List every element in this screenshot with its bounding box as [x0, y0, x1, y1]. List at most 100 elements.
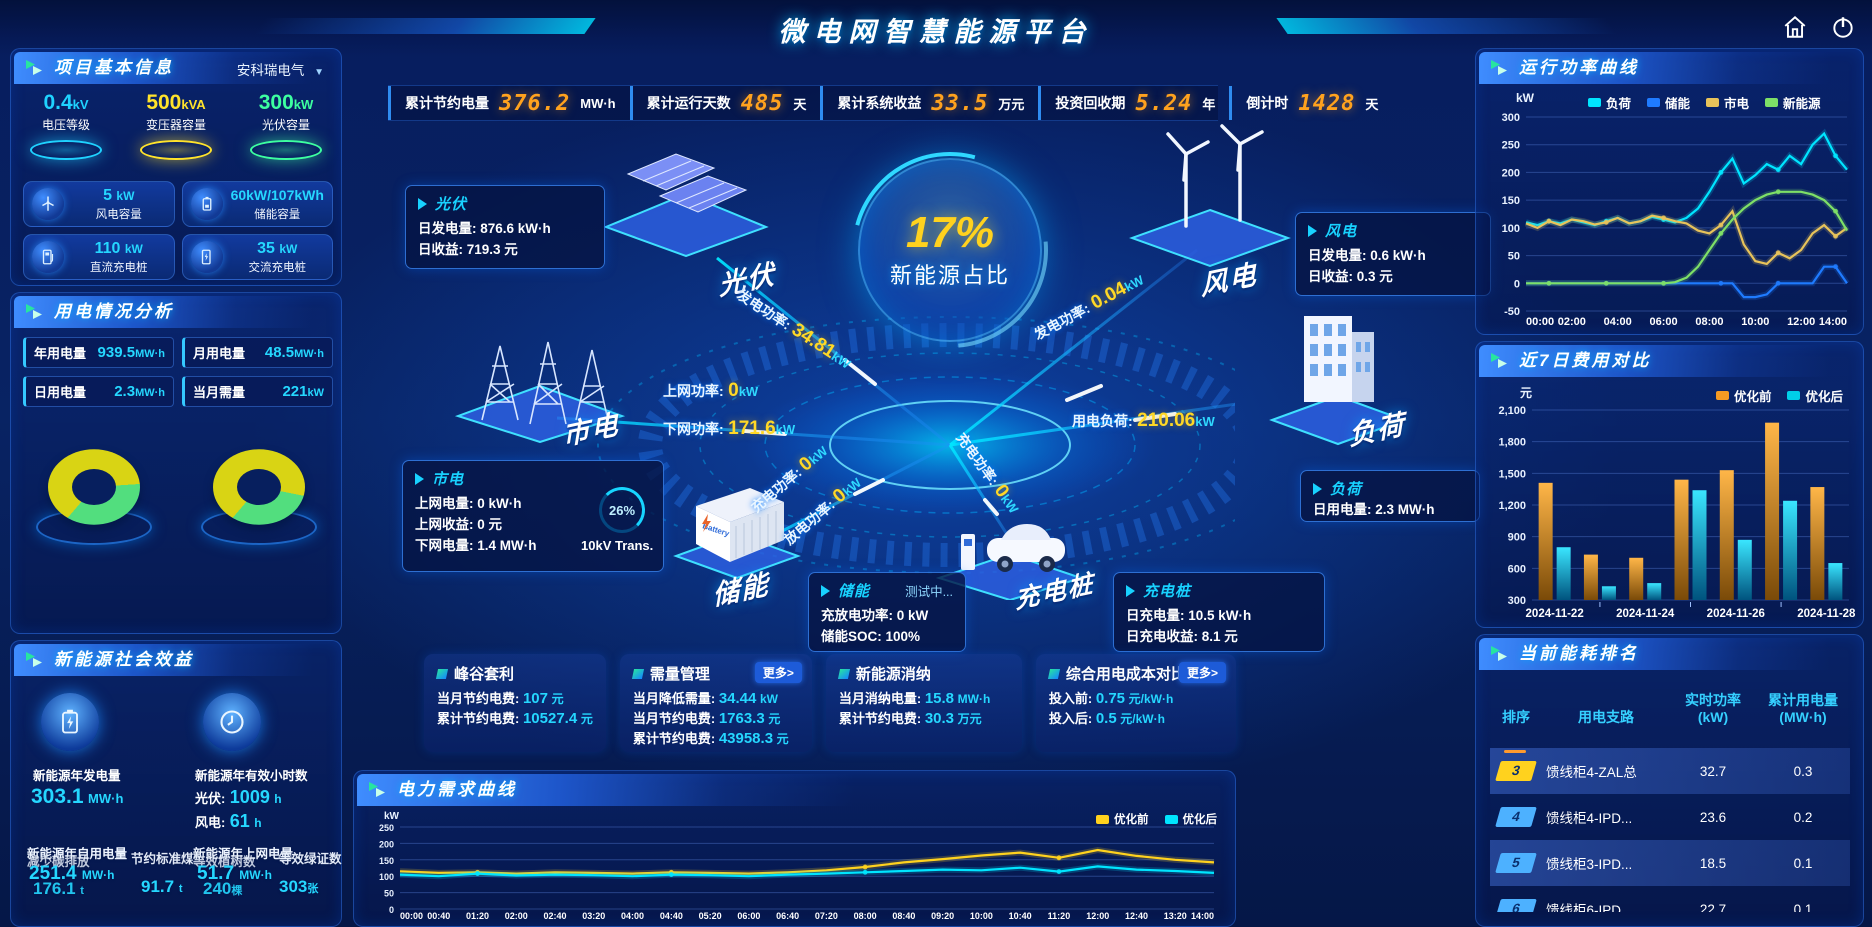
power-curve-panel: 运行功率曲线 kW 负荷 储能 市电 新能源 -50 0 50 100 150 200 250 30…: [1475, 48, 1864, 335]
table-row[interactable]: 4 馈线柜4-IPD... 23.6 0.2: [1490, 794, 1850, 840]
svg-text:11:20: 11:20: [1048, 911, 1071, 921]
value: 303.1: [31, 785, 84, 808]
more-button[interactable]: 更多>: [1178, 662, 1226, 683]
table-header-row: 排序 用电支路 实时功率 (kW) 累计用电量 (MW·h): [1490, 692, 1850, 726]
usage-analysis-panel: 用电情况分析 年用电量 939.5MW·h 月用电量 48.5MW·h 日用电量 2.3M…: [10, 292, 342, 634]
svg-text:00:00: 00:00: [1526, 316, 1554, 328]
realtime-power: 22.7: [1699, 901, 1727, 913]
company-dropdown[interactable]: 安科瑞电气 ▼: [237, 59, 324, 79]
legend-item[interactable]: 优化后: [1164, 811, 1217, 827]
row: 当月消纳电量: 15.8 MW·h: [838, 690, 991, 707]
glow-disc: [140, 140, 212, 160]
table-row[interactable]: 5 馈线柜3-IPD... 18.5 0.1: [1490, 840, 1850, 886]
svg-text:100: 100: [1502, 223, 1520, 235]
wind-hours: 风电: 61 h: [195, 811, 262, 832]
legend-item[interactable]: 优化前: [1715, 386, 1771, 405]
panel-arrows-icon: [26, 652, 44, 668]
row: 累计节约电费: 10527.4 元: [437, 710, 593, 727]
card-title: 峰谷套利: [454, 666, 515, 683]
branch-name: 馈线柜3-IPD...: [1546, 857, 1633, 872]
accumulated-energy: 0.1: [1793, 901, 1813, 913]
column-header: 用电支路: [1578, 709, 1634, 725]
usage-card: 月用电量 48.5MW·h: [182, 337, 333, 368]
legend-item[interactable]: 储能: [1647, 93, 1690, 112]
tree-value: 240棵: [203, 879, 243, 898]
chevron-right-icon: [418, 197, 427, 210]
kpi-stat: 倒计时 1428 天: [1229, 86, 1392, 120]
legend-swatch: [1706, 98, 1720, 107]
column-header: 实时功率 (kW): [1685, 692, 1741, 725]
pv-node-icon: [603, 153, 769, 257]
legend-item[interactable]: 市电: [1706, 93, 1749, 112]
panel-title: 新能源社会效益: [54, 650, 194, 669]
cost-compare-panel: 近7日费用对比 元 优化前 优化后 300 600 900 1,200 1,500 1,80…: [1475, 341, 1864, 628]
table-row[interactable]: 3 馈线柜4-ZAL总 32.7 0.3: [1490, 748, 1850, 794]
legend-item[interactable]: 负荷: [1588, 93, 1631, 112]
project-info-panel: 项目基本信息 安科瑞电气 ▼ 0.4kV 电压等级 500kVA 变压器容量 3…: [10, 48, 342, 286]
box-title: 储能: [838, 583, 871, 600]
hours-disc: [203, 693, 261, 751]
kpi-stat: 投资回收期 5.24 年: [1038, 86, 1229, 120]
pagination-indicator: [1504, 750, 1526, 753]
new-energy-ratio-value: 17%: [905, 208, 995, 257]
panel-title: 当前能耗排名: [1519, 644, 1639, 663]
chevron-down-icon: ▼: [314, 67, 324, 78]
pv-hours: 光伏: 1009 h: [195, 787, 282, 808]
chevron-right-icon: [1308, 224, 1317, 237]
power-icon[interactable]: [1830, 14, 1856, 40]
svg-text:08:40: 08:40: [892, 911, 915, 921]
more-button[interactable]: 更多>: [754, 662, 802, 683]
svg-text:10:40: 10:40: [1009, 911, 1032, 921]
card-title: 新能源消纳: [855, 666, 931, 683]
svg-text:2024-11-26: 2024-11-26: [1707, 608, 1765, 620]
generation-label: 新能源年发电量: [33, 769, 121, 783]
svg-text:1,200: 1,200: [1498, 500, 1526, 512]
testing-tag: 测试中...: [905, 585, 953, 599]
generation-disc: [41, 693, 99, 751]
cost-comparison-card: 综合用电成本对比 更多> 投入前: 0.75 元/kW·h 投入后: 0.5 元…: [1035, 654, 1236, 752]
legend-swatch: [1588, 98, 1601, 107]
pedestal-value: 0.4: [43, 91, 73, 114]
svg-text:00:40: 00:40: [427, 911, 450, 921]
capacity-card: 5 kW 风电容量: [23, 181, 175, 227]
home-icon[interactable]: [1782, 14, 1808, 40]
glow-disc: [30, 140, 102, 160]
company-dropdown-value: 安科瑞电气: [236, 63, 305, 78]
table-row[interactable]: 6 馈线柜6-IPD 22.7 0.1: [1490, 886, 1850, 912]
voltage-level-pedestal: 0.4kV 电压等级: [11, 91, 121, 160]
pedestal-unit: kV: [72, 97, 89, 112]
svg-text:150: 150: [379, 856, 394, 866]
svg-text:2024-11-24: 2024-11-24: [1616, 608, 1675, 620]
glow-disc: [250, 140, 322, 160]
cost-compare-header: 近7日费用对比: [1479, 345, 1860, 377]
legend-item[interactable]: 新能源: [1765, 93, 1821, 112]
hours-label: 新能源年有效小时数: [195, 769, 308, 783]
chevron-right-icon: [1126, 584, 1135, 597]
clock-icon: [220, 710, 244, 734]
pedestal-value: 300: [258, 91, 294, 114]
kpi-stat: 累计运行天数 485 天: [629, 86, 821, 120]
legend-item[interactable]: 优化前: [1096, 811, 1149, 827]
svg-text:13:20: 13:20: [1164, 911, 1187, 921]
kpi-stats-bar: 累计节约电量 376.2 MW·h 累计运行天数 485 天累计系统收益 33.5 万元 投资回…: [388, 85, 1378, 121]
load-power-flow: 用电负荷: 210.06kW: [1072, 410, 1215, 431]
card-icon: [1047, 668, 1060, 679]
svg-text:150: 150: [1502, 195, 1520, 207]
ac-charger-icon: [190, 241, 223, 273]
panel-arrows-icon: [369, 782, 387, 798]
kpi-stat: 累计节约电量 376.2 MW·h: [388, 86, 630, 120]
capacity-card: 110 kW 直流充电桩: [23, 234, 175, 280]
battery-lightning-icon: [62, 709, 78, 734]
wind-turbine-icon: [32, 188, 64, 220]
svg-text:14:00: 14:00: [1819, 316, 1847, 328]
svg-text:06:00: 06:00: [737, 911, 760, 921]
card-title: 需量管理: [649, 666, 710, 683]
row: 日收益: 0.3 元: [1308, 269, 1393, 284]
pedestal-unit: kVA: [181, 97, 206, 112]
row: 充放电功率: 0 kW: [821, 608, 929, 623]
card-icon: [837, 668, 850, 679]
grid-node-icon: [454, 341, 626, 443]
legend-item[interactable]: 优化后: [1787, 386, 1843, 405]
key: 风电:: [195, 815, 226, 830]
panel-arrows-icon: [26, 60, 44, 76]
